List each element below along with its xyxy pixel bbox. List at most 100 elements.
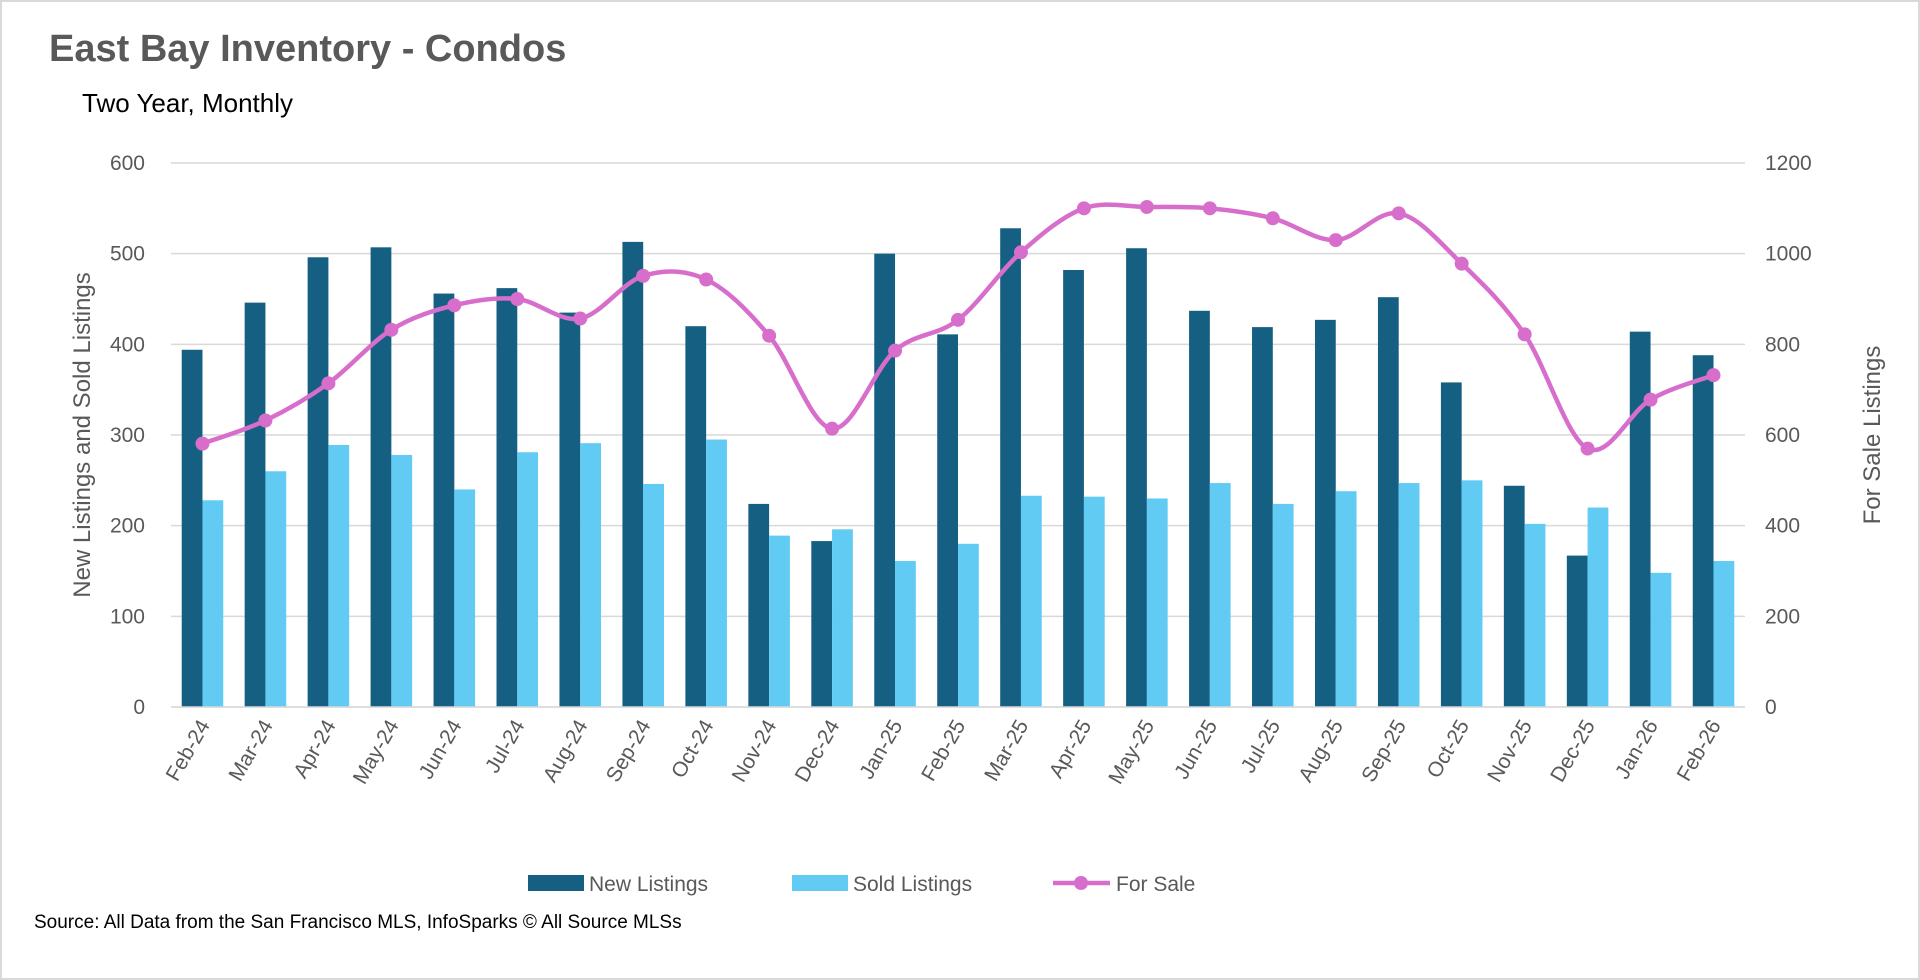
bar-new-listings xyxy=(1692,355,1714,707)
y2-tick-label: 0 xyxy=(1765,696,1777,719)
bar-new-listings xyxy=(748,503,770,707)
bar-new-listings xyxy=(1566,555,1588,707)
x-tick-label: May-25 xyxy=(1104,716,1159,788)
bar-new-listings xyxy=(244,302,266,707)
x-tick-label: Aug-25 xyxy=(1294,716,1348,786)
point-for-sale xyxy=(447,298,462,313)
chart-title: East Bay Inventory - Condos xyxy=(49,28,567,70)
bar-sold-listings xyxy=(1524,523,1546,707)
point-for-sale xyxy=(951,312,965,327)
x-tick-label: Feb-24 xyxy=(162,716,215,785)
y-tick-label: 500 xyxy=(110,243,145,266)
x-tick-label: Nov-24 xyxy=(728,716,782,786)
legend-label-new-listings: New Listings xyxy=(589,873,708,896)
source-note: Source: All Data from the San Francisco … xyxy=(34,912,682,933)
bar-sold-listings xyxy=(1461,480,1483,707)
x-tick-label: Oct-25 xyxy=(1423,716,1474,782)
point-for-sale xyxy=(384,322,399,337)
point-for-sale xyxy=(321,376,336,391)
bar-sold-listings xyxy=(1335,491,1357,707)
bar-new-listings xyxy=(811,541,833,707)
bar-sold-listings xyxy=(328,444,350,707)
x-tick-label: Jun-24 xyxy=(415,716,467,783)
bar-new-listings xyxy=(307,257,329,707)
bar-sold-listings xyxy=(1650,572,1672,707)
bar-new-listings xyxy=(433,293,455,707)
point-for-sale xyxy=(1643,392,1658,407)
x-tick-label: Apr-24 xyxy=(289,716,341,782)
x-tick-label: Oct-24 xyxy=(667,716,719,782)
y2-tick-label: 400 xyxy=(1765,515,1800,538)
bar-sold-listings xyxy=(706,439,727,707)
point-for-sale xyxy=(1202,201,1217,216)
bar-new-listings xyxy=(685,326,707,707)
y2-tick-label: 200 xyxy=(1765,605,1800,628)
x-tick-label: Sep-25 xyxy=(1357,716,1411,786)
bar-new-listings xyxy=(1189,310,1210,707)
point-for-sale xyxy=(573,311,588,326)
point-for-sale xyxy=(510,292,525,306)
point-for-sale xyxy=(762,328,777,343)
bar-sold-listings xyxy=(1713,561,1735,707)
point-for-sale xyxy=(825,421,840,436)
bar-sold-listings xyxy=(1083,496,1105,707)
y2-tick-label: 1200 xyxy=(1765,152,1812,175)
point-for-sale xyxy=(1076,201,1091,216)
bar-sold-listings xyxy=(265,471,287,707)
y-tick-label: 300 xyxy=(110,424,145,447)
y-tick-label: 100 xyxy=(110,605,145,628)
legend-label-for-sale: For Sale xyxy=(1116,873,1195,896)
chart-subtitle: Two Year, Monthly xyxy=(82,88,294,118)
bar-new-listings xyxy=(874,253,896,707)
legend-marker-for-sale xyxy=(1074,876,1088,890)
x-tick-label: Mar-24 xyxy=(225,716,278,785)
bar-new-listings xyxy=(1063,269,1084,707)
y-tick-label: 600 xyxy=(110,152,145,175)
y2-axis-title: For Sale Listings xyxy=(1859,346,1886,525)
point-for-sale xyxy=(1391,206,1406,221)
bar-new-listings xyxy=(370,247,392,707)
bar-sold-listings xyxy=(202,500,224,707)
point-for-sale xyxy=(1517,327,1532,342)
bar-sold-listings xyxy=(391,454,413,707)
bar-new-listings xyxy=(559,312,581,707)
x-tick-label: Aug-24 xyxy=(539,716,593,786)
bar-sold-listings xyxy=(832,529,853,707)
bar-sold-listings xyxy=(1587,507,1609,707)
point-for-sale xyxy=(1706,368,1721,383)
bar-new-listings xyxy=(496,288,518,707)
bar-sold-listings xyxy=(1209,483,1231,707)
x-tick-label: Dec-25 xyxy=(1546,716,1600,786)
bar-new-listings xyxy=(181,349,203,707)
bar-sold-listings xyxy=(517,452,539,707)
bar-sold-listings xyxy=(643,483,664,707)
y2-tick-label: 600 xyxy=(1765,424,1800,447)
point-for-sale xyxy=(258,413,273,428)
x-tick-label: Jul-24 xyxy=(481,716,530,777)
y-tick-label: 200 xyxy=(110,515,145,538)
point-for-sale xyxy=(699,272,714,287)
x-tick-label: Mar-25 xyxy=(980,716,1033,785)
bar-new-listings xyxy=(1252,327,1273,707)
bar-new-listings xyxy=(1377,297,1399,707)
bar-new-listings xyxy=(1126,248,1147,707)
bar-new-listings xyxy=(1440,382,1462,707)
bar-sold-listings xyxy=(1398,483,1420,707)
y-axis-title: New Listings and Sold Listings xyxy=(69,272,96,598)
y2-tick-label: 1000 xyxy=(1765,243,1812,266)
bar-sold-listings xyxy=(769,535,790,707)
point-for-sale xyxy=(1265,211,1280,226)
x-tick-label: Jun-25 xyxy=(1170,716,1222,783)
bar-sold-listings xyxy=(958,543,979,707)
bar-new-listings xyxy=(622,241,644,707)
y-tick-label: 0 xyxy=(133,696,145,719)
x-tick-label: Feb-25 xyxy=(917,716,970,785)
bar-new-listings xyxy=(1314,319,1336,707)
x-tick-label: Apr-25 xyxy=(1045,716,1096,782)
point-for-sale xyxy=(888,343,903,358)
x-tick-label: Jul-25 xyxy=(1237,716,1286,777)
point-for-sale xyxy=(1013,245,1028,260)
x-tick-label: Jan-25 xyxy=(855,716,907,783)
legend-label-sold-listings: Sold Listings xyxy=(853,873,972,896)
